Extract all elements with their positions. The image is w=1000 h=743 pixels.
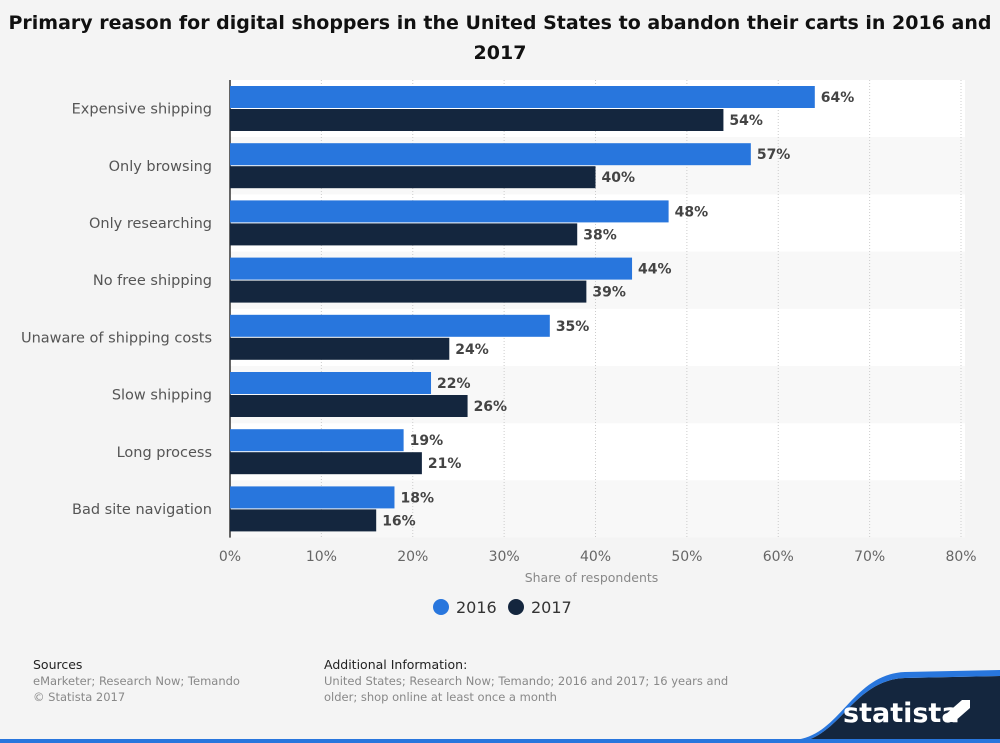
bar-2016 bbox=[230, 200, 669, 223]
category-label: Long process bbox=[117, 445, 212, 461]
bar-2016 bbox=[230, 314, 550, 337]
legend-marker-2016 bbox=[433, 599, 449, 615]
bar-2017 bbox=[230, 337, 450, 360]
bar-2016 bbox=[230, 372, 432, 394]
bar-2017 bbox=[230, 109, 724, 131]
statista-logo: statista bbox=[843, 698, 960, 729]
data-label: 19% bbox=[410, 433, 444, 449]
category-label: Only researching bbox=[89, 216, 212, 232]
data-label: 26% bbox=[474, 399, 508, 415]
x-tick-label: 80% bbox=[945, 549, 976, 565]
data-label: 57% bbox=[757, 147, 791, 163]
bar-2017 bbox=[230, 395, 468, 417]
data-label: 38% bbox=[583, 227, 617, 243]
x-tick-label: 0% bbox=[219, 549, 241, 565]
bar-2016 bbox=[230, 143, 751, 166]
info-text: United States; Research Now; Temando; 20… bbox=[324, 674, 729, 704]
bar-2017 bbox=[230, 280, 587, 303]
data-label: 21% bbox=[428, 456, 462, 472]
legend-label: 2016 bbox=[456, 598, 497, 617]
data-label: 40% bbox=[602, 170, 636, 186]
data-label: 24% bbox=[455, 342, 489, 358]
data-label: 48% bbox=[675, 204, 709, 220]
data-label: 64% bbox=[821, 90, 855, 106]
copyright: © Statista 2017 bbox=[33, 690, 126, 704]
category-label: Expensive shipping bbox=[72, 102, 212, 118]
sources-text: eMarketer; Research Now; Temando bbox=[33, 674, 240, 688]
x-tick-label: 50% bbox=[671, 549, 702, 565]
bar-2016 bbox=[230, 257, 633, 280]
data-label: 35% bbox=[556, 319, 590, 335]
additional-info: Additional Information: United States; R… bbox=[324, 657, 764, 705]
category-label: No free shipping bbox=[93, 273, 212, 289]
bar-2017 bbox=[230, 166, 596, 189]
x-tick-label: 10% bbox=[306, 549, 337, 565]
x-tick-label: 20% bbox=[397, 549, 428, 565]
info-title: Additional Information: bbox=[324, 657, 468, 672]
sources-title: Sources bbox=[33, 657, 83, 672]
category-label: Bad site navigation bbox=[72, 502, 212, 518]
logo-swoosh bbox=[790, 670, 1000, 743]
bottom-stripe bbox=[0, 739, 1000, 743]
legend-marker-2017 bbox=[508, 599, 524, 615]
bar-2016 bbox=[230, 429, 404, 452]
x-tick-label: 40% bbox=[580, 549, 611, 565]
bar-2016 bbox=[230, 86, 815, 108]
bar-2016 bbox=[230, 486, 395, 509]
bar-2017 bbox=[230, 509, 377, 532]
x-tick-label: 70% bbox=[854, 549, 885, 565]
category-label: Only browsing bbox=[109, 159, 212, 175]
data-label: 54% bbox=[729, 113, 763, 129]
data-label: 16% bbox=[382, 513, 416, 529]
data-label: 39% bbox=[592, 285, 626, 301]
bar-2017 bbox=[230, 223, 578, 246]
data-label: 44% bbox=[638, 262, 672, 278]
chart-title: Primary reason for digital shoppers in t… bbox=[8, 12, 992, 64]
legend-label: 2017 bbox=[531, 598, 572, 617]
x-tick-label: 60% bbox=[763, 549, 794, 565]
sources: Sources eMarketer; Research Now; Temando… bbox=[33, 657, 240, 705]
bar-2017 bbox=[230, 452, 422, 475]
data-label: 18% bbox=[400, 490, 434, 506]
logo-background bbox=[790, 676, 1000, 743]
x-tick-label: 30% bbox=[489, 549, 520, 565]
statista-logo-icon bbox=[946, 700, 970, 722]
category-label: Slow shipping bbox=[112, 388, 212, 404]
category-label: Unaware of shipping costs bbox=[21, 330, 212, 346]
data-label: 22% bbox=[437, 376, 471, 392]
x-axis-label: Share of respondents bbox=[525, 570, 659, 585]
